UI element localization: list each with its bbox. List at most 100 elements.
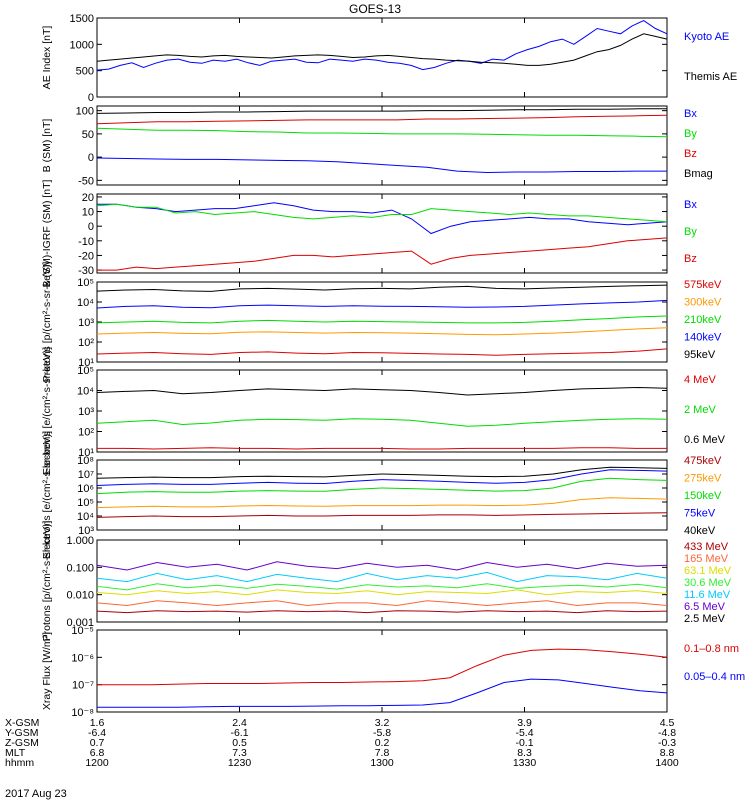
legend-entry: 275keV	[684, 473, 722, 485]
y-tick-label: 10³	[78, 525, 94, 537]
panel-3: 10¹ 10² 10³ 10⁴ 10⁵ Protons [p/(cm²-s-sr-keV)…	[41, 262, 722, 383]
ephem-value: 1.6	[90, 717, 105, 729]
date-label: 2017 Aug 23	[5, 788, 67, 800]
ephem-value: 2.4	[232, 717, 247, 729]
legend-entry: By	[684, 226, 697, 238]
series-line-0.05–0.4-nm	[97, 678, 668, 708]
series-line-433-MeV	[96, 610, 668, 614]
panel-0: 0 500 1000 1500 AE Index [nT] Kyoto AE Themis …	[41, 13, 737, 104]
y-tick-label: 1.000	[66, 535, 94, 547]
ephem-row-label: X-GSM	[5, 717, 39, 729]
panel-frame	[96, 539, 668, 623]
legend-entry: 0.05–0.4 nm	[684, 671, 745, 683]
ephem-value: -0.3	[658, 737, 676, 749]
panel-2: -30 -20 -10 0 10 20 B (SM)-IGRF (SM) [nT] Bx By B…	[41, 179, 697, 287]
series-line-Bz	[96, 114, 668, 125]
legend-entry: Bz	[684, 253, 697, 265]
y-tick-label: 10⁻⁷	[72, 680, 94, 692]
y-tick-label: 0.010	[66, 590, 94, 602]
legend-entry: Bz	[684, 148, 697, 160]
y-tick-label: 10	[82, 207, 94, 219]
legend-entry: 210keV	[684, 314, 722, 326]
panel-7: 10⁻⁸ 10⁻⁷ 10⁻⁶ 10⁻⁵ Xray Flux [W/m²] 0.1–0.8 …	[41, 625, 745, 719]
y-tick-label: 1500	[70, 13, 94, 25]
series-line-Bx	[96, 157, 667, 174]
y-axis-label: Electrons [e/(cm²-s-sr-keV)]	[41, 431, 53, 559]
y-tick-label: 10⁶	[77, 483, 94, 495]
ephem-value: 0.7	[90, 737, 105, 749]
y-tick-label: 10⁴	[77, 386, 94, 398]
series-line-40keV	[96, 466, 668, 479]
legend-entry: Bx	[684, 108, 697, 120]
legend-entry: 2 MeV	[684, 404, 716, 416]
ephem-value: 0.2	[375, 737, 390, 749]
legend-entry: 475keV	[684, 455, 722, 467]
series-line-By	[96, 127, 668, 138]
y-axis-label: Protons [p/(cm²-s-sr-keV)]	[41, 521, 53, 642]
y-tick-label: 10²	[78, 337, 94, 349]
series-line-Bz	[97, 237, 668, 271]
y-tick-label: 0	[88, 221, 94, 233]
y-axis-label: Electrons [e/(cm²-s-sr-keV)]	[41, 347, 53, 475]
series-line-300keV	[96, 327, 668, 336]
ephem-value: -6.1	[230, 727, 248, 739]
y-tick-label: 10⁻⁵	[71, 625, 94, 637]
series-line-Kyoto-AE	[96, 20, 668, 71]
legend-entry: 4 MeV	[684, 374, 716, 386]
ephem-value: 8.8	[660, 747, 675, 759]
series-line-210keV	[96, 315, 668, 324]
y-tick-label: 0	[88, 152, 94, 164]
y-axis-label: AE Index [nT]	[41, 26, 53, 90]
y-axis-label: B (SM) [nT]	[41, 119, 53, 173]
y-tick-label: 10⁴	[77, 511, 94, 523]
series-line-150keV	[96, 477, 668, 495]
legend-entry: 165 MeV	[684, 553, 729, 565]
series-line-95keV	[96, 284, 668, 292]
y-tick-label: 10²	[78, 427, 94, 439]
series-line-30.6-MeV	[96, 583, 668, 591]
y-tick-label: -30	[78, 265, 94, 277]
y-tick-label: 10⁸	[77, 455, 94, 467]
panel-frame	[96, 369, 668, 453]
y-tick-label: 10¹	[78, 357, 94, 369]
series-line-0.1–0.8-nm	[97, 648, 668, 686]
ephem-value: 7.3	[232, 747, 247, 759]
ephem-value: 4.5	[660, 717, 675, 729]
series-line-63.1-MeV	[96, 589, 668, 596]
legend-entry: 30.6 MeV	[684, 577, 732, 589]
y-tick-label: -50	[78, 175, 94, 187]
y-axis-label: B (SM)-IGRF (SM) [nT]	[41, 179, 53, 287]
ephem-value: 3.9	[517, 717, 532, 729]
series-line-575keV	[96, 348, 668, 356]
series-line-Bx	[97, 202, 668, 235]
series-line-275keV	[96, 497, 668, 509]
legend-entry: Bmag	[684, 168, 713, 180]
legend-entry: 6.5 MeV	[684, 601, 726, 613]
y-tick-label: 500	[76, 66, 94, 78]
series-line-By	[96, 203, 668, 223]
panel-1: -50 0 50 100 B (SM) [nT] Bx By Bz Bmag	[41, 105, 713, 187]
ephem-row-label: Y-GSM	[5, 727, 38, 739]
legend-entry: 575keV	[684, 279, 722, 291]
ephem-value: 7.8	[375, 747, 390, 759]
legend-entry: 75keV	[684, 508, 716, 520]
panel-6: 0.001 0.010 0.100 1.000 Protons [p/(cm²-s-sr…	[41, 521, 732, 642]
y-tick-label: -20	[78, 250, 94, 262]
series-line-140keV	[96, 299, 668, 309]
y-tick-label: 10⁵	[77, 277, 94, 289]
series-line-4-MeV	[97, 447, 667, 450]
y-axis-label: Xray Flux [W/m²]	[41, 632, 53, 710]
y-tick-label: 10⁻⁸	[71, 707, 94, 719]
legend-entry: 300keV	[684, 297, 722, 309]
series-line-0.6-MeV	[96, 386, 668, 396]
y-tick-label: 10⁵	[77, 497, 94, 509]
ephem-value: 6.8	[90, 747, 105, 759]
y-axis-label: Protons [p/(cm²-s-sr-keV)]	[41, 262, 53, 383]
ephem-value: -5.4	[515, 727, 533, 739]
y-tick-label: 1000	[70, 39, 94, 51]
ephem-value: -0.1	[515, 737, 533, 749]
legend-entry: 2.5 MeV	[684, 613, 726, 625]
legend-entry: By	[684, 128, 697, 140]
